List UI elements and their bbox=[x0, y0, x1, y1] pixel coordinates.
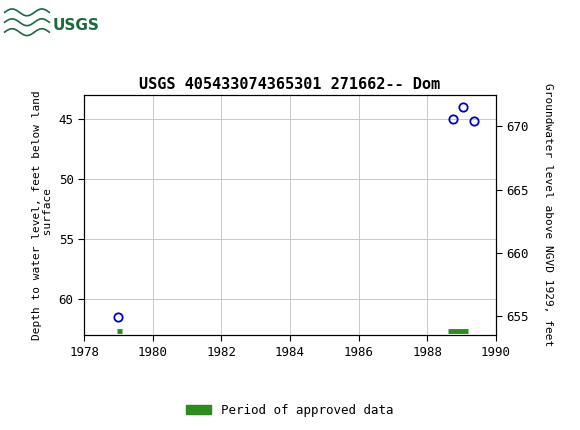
Text: USGS: USGS bbox=[52, 18, 99, 33]
Y-axis label: Groundwater level above NGVD 1929, feet: Groundwater level above NGVD 1929, feet bbox=[543, 83, 553, 347]
Bar bbox=[3, 3, 107, 47]
Legend: Period of approved data: Period of approved data bbox=[181, 399, 399, 421]
Y-axis label: Depth to water level, feet below land
 surface: Depth to water level, feet below land su… bbox=[31, 90, 53, 340]
Text: USGS 405433074365301 271662-- Dom: USGS 405433074365301 271662-- Dom bbox=[139, 77, 441, 92]
